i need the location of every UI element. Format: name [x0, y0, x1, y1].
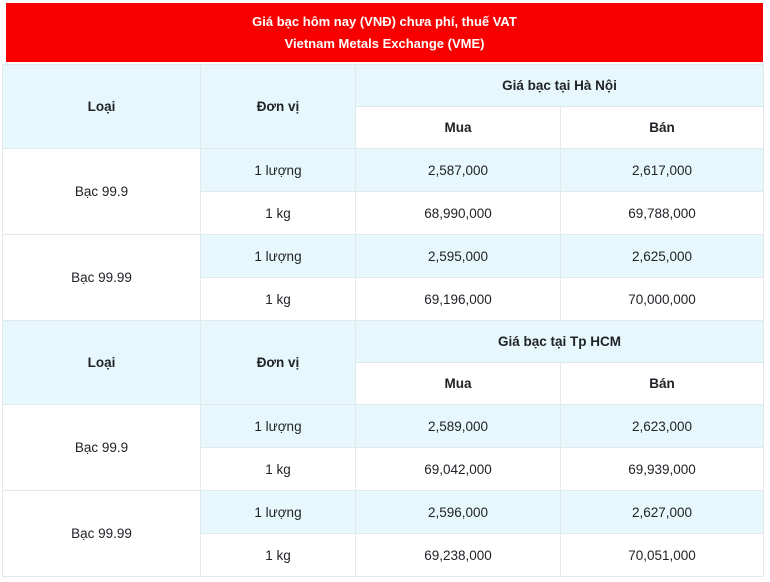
- sell-price-cell: 70,051,000: [559, 533, 765, 577]
- sell-price-cell: 2,617,000: [559, 148, 765, 192]
- table-row: Bạc 99.99 1 lượng 2,596,000 2,627,000: [2, 490, 765, 577]
- col-header-loai-hcm: Loại: [2, 320, 201, 405]
- region-header-hcm: Giá bạc tại Tp HCM: [354, 320, 765, 363]
- banner-title: Giá bạc hôm nay (VNĐ) chưa phí, thuế VAT: [252, 14, 517, 29]
- col-header-ban-hanoi: Bán: [559, 106, 765, 149]
- buy-price-cell: 69,196,000: [355, 277, 561, 321]
- banner-subtitle: Vietnam Metals Exchange (VME): [284, 36, 485, 51]
- sell-price-cell: 2,625,000: [559, 234, 765, 278]
- silver-type-cell: Bạc 99.99: [2, 234, 201, 321]
- unit-cell: 1 lượng: [200, 490, 356, 534]
- unit-cell: 1 kg: [200, 533, 356, 577]
- table-row: 1 kg 69,196,000 70,000,000: [3, 277, 765, 321]
- unit-cell: 1 lượng: [200, 148, 356, 192]
- sell-price-cell: 69,788,000: [559, 191, 765, 235]
- col-header-mua-hanoi: Mua: [355, 106, 561, 149]
- table-row: 1 kg 68,990,000 69,788,000: [3, 191, 765, 235]
- sell-price-cell: 2,627,000: [559, 490, 765, 534]
- unit-cell: 1 kg: [200, 191, 356, 235]
- silver-type-cell: Bạc 99.9: [2, 404, 201, 491]
- unit-cell: 1 kg: [200, 277, 356, 321]
- table-row: Bạc 99.9 1 lượng 2,587,000 2,617,000: [2, 148, 765, 235]
- buy-price-cell: 68,990,000: [355, 191, 561, 235]
- unit-cell: 1 lượng: [200, 404, 356, 448]
- col-header-donvi-hcm: Đơn vị: [200, 320, 356, 405]
- col-header-loai-hanoi: Loại: [2, 64, 201, 149]
- table-row: 1 kg 69,042,000 69,939,000: [3, 447, 765, 491]
- col-header-mua-hcm: Mua: [355, 362, 561, 405]
- buy-price-cell: 69,042,000: [355, 447, 561, 491]
- table-row: Bạc 99.99 1 lượng 2,595,000 2,625,000: [2, 234, 765, 321]
- unit-cell: 1 kg: [200, 447, 356, 491]
- table-row: Bạc 99.9 1 lượng 2,589,000 2,623,000: [2, 404, 765, 491]
- region-header-hanoi: Giá bạc tại Hà Nội: [354, 64, 765, 107]
- silver-price-table: Loại Đơn vị Giá bạc tại Hà Nội Mua Bán B…: [2, 64, 765, 577]
- unit-cell: 1 lượng: [200, 234, 356, 278]
- table-row: 1 kg 69,238,000 70,051,000: [3, 533, 765, 577]
- buy-price-cell: 2,587,000: [355, 148, 561, 192]
- table-caption-banner: Giá bạc hôm nay (VNĐ) chưa phí, thuế VAT…: [6, 3, 763, 62]
- sell-price-cell: 2,623,000: [559, 404, 765, 448]
- col-header-ban-hcm: Bán: [559, 362, 765, 405]
- col-header-donvi-hanoi: Đơn vị: [200, 64, 356, 149]
- buy-price-cell: 2,589,000: [355, 404, 561, 448]
- silver-type-cell: Bạc 99.9: [2, 148, 201, 235]
- buy-price-cell: 2,595,000: [355, 234, 561, 278]
- buy-price-cell: 2,596,000: [355, 490, 561, 534]
- sell-price-cell: 69,939,000: [559, 447, 765, 491]
- silver-type-cell: Bạc 99.99: [2, 490, 201, 577]
- buy-price-cell: 69,238,000: [355, 533, 561, 577]
- sell-price-cell: 70,000,000: [559, 277, 765, 321]
